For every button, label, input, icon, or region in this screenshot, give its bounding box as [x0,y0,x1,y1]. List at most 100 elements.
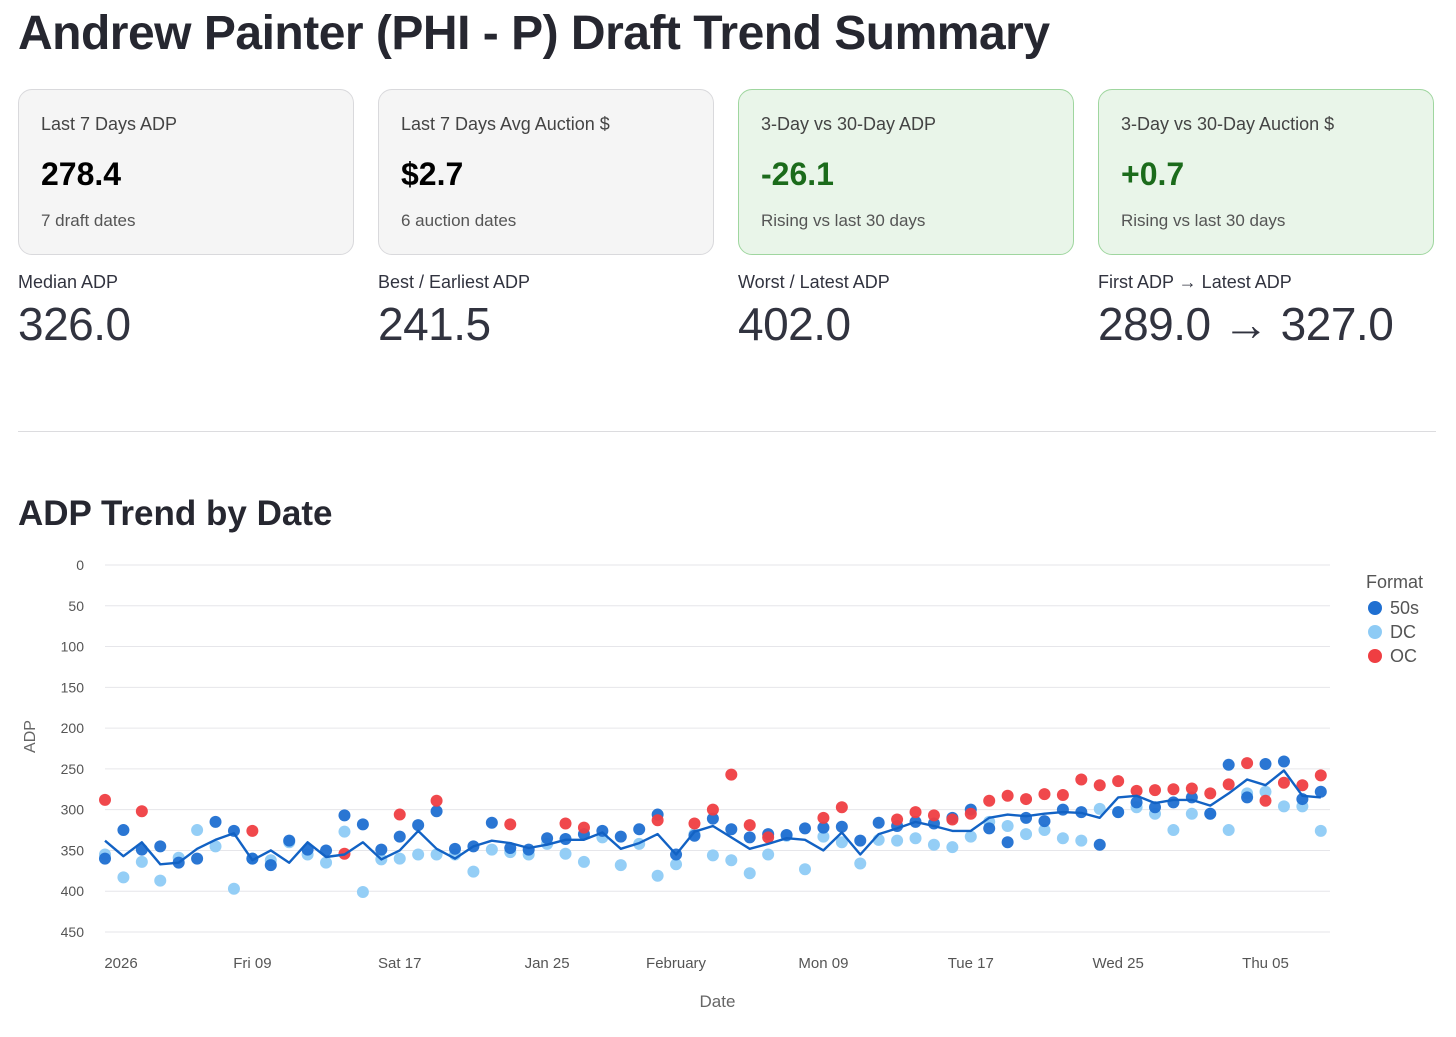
data-point-dc [485,843,498,856]
data-point-oc [1185,782,1198,795]
data-point-50s [725,823,738,836]
metric-card-adp-delta: 3-Day vs 30-Day ADP -26.1 Rising vs last… [738,89,1074,255]
section-title: ADP Trend by Date [18,494,333,533]
card-label: Last 7 Days ADP [41,114,178,134]
data-point-oc [817,811,830,824]
data-point-dc [320,856,333,869]
data-point-dc [1259,785,1272,798]
data-point-oc [1075,773,1088,786]
data-point-oc [1038,788,1051,801]
data-point-50s [1277,755,1290,768]
data-point-oc [1112,775,1125,788]
data-point-dc [1038,824,1051,837]
data-point-oc [762,831,775,844]
data-point-50s [99,852,111,865]
data-point-dc [817,830,830,843]
data-point-oc [1093,779,1106,792]
data-point-dc [191,824,204,837]
data-point-oc [246,824,259,837]
data-point-50s [356,818,369,831]
data-point-dc [799,863,811,876]
data-point-oc [651,814,664,827]
x-tick-label: Fri 09 [233,955,271,972]
card-label: 3-Day vs 30-Day Auction $ [1121,114,1335,134]
data-point-dc [154,874,167,887]
data-point-dc [835,836,848,849]
legend-marker-dc [1368,625,1382,639]
metric-worst-adp: Worst / Latest ADP 402.0 [738,272,1078,351]
metric-label: Best / Earliest ADP [378,272,531,292]
data-point-50s [1112,806,1125,819]
metric-value: 326.0 [18,298,131,350]
data-point-oc [1314,769,1327,782]
data-point-50s [706,812,719,825]
y-tick-label: 400 [61,883,85,899]
data-point-oc [927,809,940,822]
data-point-50s [854,834,867,847]
data-point-dc [909,832,922,845]
adp-trend-chart[interactable]: 0 50 100 150 200 250 300 350 400 450 2026 Fri 09 Sat… [0,540,1456,1020]
data-point-dc [743,867,756,880]
y-tick-label: 50 [68,598,84,614]
data-point-oc [1222,778,1235,791]
data-point-50s [393,830,406,843]
data-point-oc [393,808,406,821]
data-point-50s [191,852,204,865]
data-point-50s [1204,807,1217,820]
y-tick-label: 150 [61,679,85,695]
data-point-50s [799,822,811,835]
data-point-50s [541,832,554,845]
x-tick-label: Mon 09 [798,955,848,972]
card-subtext: 6 auction dates [401,211,517,230]
data-point-dc [1167,824,1180,837]
data-point-oc [430,794,443,807]
data-point-50s [817,821,830,834]
data-point-50s [412,819,425,832]
data-point-oc [1259,794,1272,807]
data-point-50s [1093,838,1106,851]
metric-label: Median ADP [18,272,119,292]
y-axis-title: ADP [22,720,39,753]
metric-first-latest-adp: First ADP → Latest ADP 289.0 → 327.0 [1098,272,1438,351]
data-point-50s [338,809,351,822]
legend-label-50s: 50s [1390,598,1419,618]
x-tick-label: Jan 25 [525,955,570,972]
data-point-50s [375,843,388,856]
data-point-dc [1056,832,1069,845]
data-point-dc [338,825,351,838]
data-point-oc [1130,784,1143,797]
card-value: 278.4 [41,156,122,192]
data-point-50s [1001,836,1014,849]
x-tick-label: Tue 17 [948,955,994,972]
data-point-dc [1185,807,1198,820]
metric-median-adp: Median ADP 326.0 [18,272,358,351]
data-point-oc [1204,787,1217,800]
data-point-dc [1020,828,1033,841]
data-point-50s [872,816,885,829]
data-point-oc [1277,776,1290,789]
card-subtext: 7 draft dates [41,211,136,230]
data-point-50s [154,840,167,853]
card-value: -26.1 [761,156,834,192]
x-tick-label: Thu 05 [1242,955,1289,972]
data-point-oc [1149,784,1161,797]
x-tick-label: February [646,955,707,972]
data-point-50s [1038,815,1051,828]
data-point-oc [135,805,148,818]
data-point-oc [1001,789,1014,802]
y-tick-label: 100 [61,639,85,655]
data-point-oc [891,813,904,826]
data-point-50s [264,859,277,872]
y-tick-label: 200 [61,720,85,736]
legend-marker-oc [1368,649,1382,663]
metric-best-adp: Best / Earliest ADP 241.5 [378,272,718,351]
data-point-50s [688,829,701,842]
data-point-dc [227,882,240,895]
data-point-dc [559,847,572,860]
data-point-50s [449,842,461,855]
data-point-50s [1056,803,1069,816]
data-point-dc [614,859,627,872]
data-point-dc [1277,800,1290,813]
data-point-dc [412,848,425,861]
card-value: $2.7 [401,156,464,192]
